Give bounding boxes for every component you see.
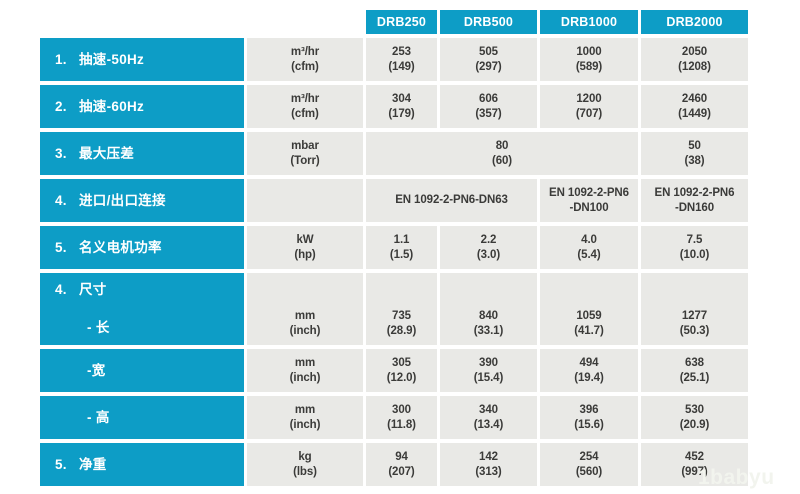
value-cell: 1059 (41.7) <box>540 273 638 345</box>
value-cell: 1.1 (1.5) <box>366 226 437 269</box>
unit-cell: mm (inch) <box>247 273 363 345</box>
row-label-motor-power: 5. 名义电机功率 <box>40 226 244 269</box>
value-cell: EN 1092-2-PN6 -DN160 <box>641 179 748 222</box>
row-number: 3. <box>55 146 67 161</box>
row-label-max-pressure-difference: 3. 最大压差 <box>40 132 244 175</box>
value-cell: 2050 (1208) <box>641 38 748 81</box>
row-label-text: 抽速-50Hz <box>79 52 145 67</box>
unit-cell: mm (inch) <box>247 396 363 439</box>
row-label-text: 进口/出口连接 <box>79 193 166 208</box>
value-cell-merged: 80 (60) <box>366 132 638 175</box>
value-cell: 396 (15.6) <box>540 396 638 439</box>
row-label-text: -宽 <box>87 363 106 378</box>
value-cell: 1277 (50.3) <box>641 273 748 345</box>
unit-cell: kg (lbs) <box>247 443 363 486</box>
value-cell: 1000 (589) <box>540 38 638 81</box>
row-label-text: 名义电机功率 <box>79 240 162 255</box>
value-cell: 390 (15.4) <box>440 349 537 392</box>
value-cell: 304 (179) <box>366 85 437 128</box>
value-cell: 305 (12.0) <box>366 349 437 392</box>
unit-cell: kW (hp) <box>247 226 363 269</box>
unit-cell-empty <box>247 179 363 222</box>
value-cell: 254 (560) <box>540 443 638 486</box>
row-label-text: - 高 <box>87 410 110 425</box>
value-cell: 253 (149) <box>366 38 437 81</box>
row-label-pumping-speed-60hz: 2. 抽速-60Hz <box>40 85 244 128</box>
row-label-text: 尺寸 <box>79 282 107 297</box>
value-cell: 840 (33.1) <box>440 273 537 345</box>
unit-cell: mm (inch) <box>247 349 363 392</box>
value-cell: 2460 (1449) <box>641 85 748 128</box>
value-cell: 505 (297) <box>440 38 537 81</box>
row-label-width: -宽 <box>40 349 244 392</box>
row-label-pumping-speed-50hz: 1. 抽速-50Hz <box>40 38 244 81</box>
value-cell: 606 (357) <box>440 85 537 128</box>
unit-cell: mbar (Torr) <box>247 132 363 175</box>
sub-label-length: - 长 <box>87 320 110 335</box>
value-cell-merged: EN 1092-2-PN6-DN63 <box>366 179 537 222</box>
column-header-drb250: DRB250 <box>366 10 437 34</box>
row-label-text: 最大压差 <box>79 146 135 161</box>
row-number: 1. <box>55 52 67 67</box>
value-cell: 452 (997) <box>641 443 748 486</box>
value-cell: 4.0 (5.4) <box>540 226 638 269</box>
row-label-inlet-outlet-connection: 4. 进口/出口连接 <box>40 179 244 222</box>
unit-cell: m³/hr (cfm) <box>247 38 363 81</box>
watermark-text: 1babyu <box>698 466 775 489</box>
value-cell: 494 (19.4) <box>540 349 638 392</box>
value-cell: 300 (11.8) <box>366 396 437 439</box>
column-header-drb500: DRB500 <box>440 10 537 34</box>
spec-table: DRB250 DRB500 DRB1000 DRB2000 1. 抽速-50Hz… <box>40 10 748 486</box>
value-cell: 1200 (707) <box>540 85 638 128</box>
value-cell: 735 (28.9) <box>366 273 437 345</box>
value-cell: EN 1092-2-PN6 -DN100 <box>540 179 638 222</box>
column-header-drb2000: DRB2000 <box>641 10 748 34</box>
row-number: 4. <box>55 193 67 208</box>
row-number: 2. <box>55 99 67 114</box>
column-header-drb1000: DRB1000 <box>540 10 638 34</box>
row-label-height: - 高 <box>40 396 244 439</box>
unit-cell: m³/hr (cfm) <box>247 85 363 128</box>
row-label-dimensions-length: 4. 尺寸 - 长 <box>40 273 244 345</box>
value-cell: 2.2 (3.0) <box>440 226 537 269</box>
row-number: 4. <box>55 282 67 297</box>
header-corner-spacer <box>40 10 363 34</box>
value-cell: 638 (25.1) <box>641 349 748 392</box>
value-cell: 142 (313) <box>440 443 537 486</box>
value-cell: 7.5 (10.0) <box>641 226 748 269</box>
dimensions-heading: 4. 尺寸 <box>55 282 107 297</box>
row-label-text: 净重 <box>79 457 107 472</box>
value-cell: 530 (20.9) <box>641 396 748 439</box>
value-cell: 340 (13.4) <box>440 396 537 439</box>
row-number: 5. <box>55 240 67 255</box>
row-label-text: 抽速-60Hz <box>79 99 145 114</box>
row-label-net-weight: 5. 净重 <box>40 443 244 486</box>
value-cell: 50 (38) <box>641 132 748 175</box>
row-number: 5. <box>55 457 67 472</box>
value-cell: 94 (207) <box>366 443 437 486</box>
